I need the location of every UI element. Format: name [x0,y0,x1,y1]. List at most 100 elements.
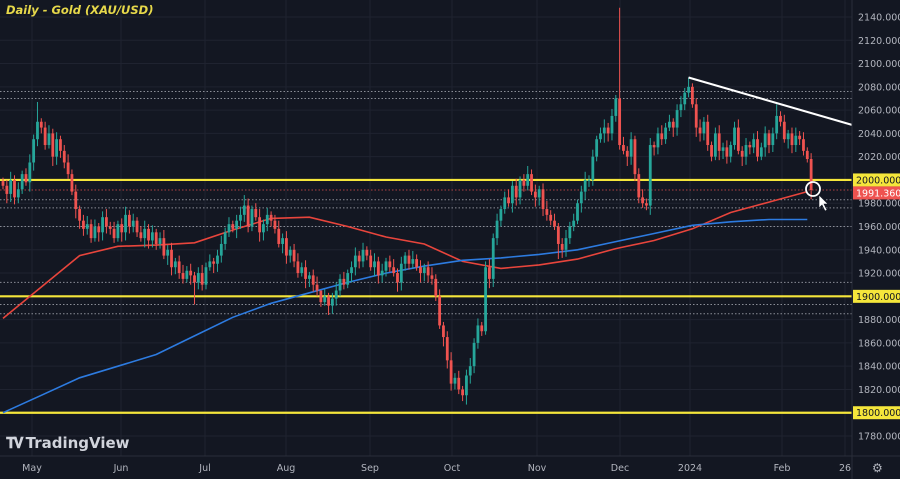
candle-body [522,179,526,186]
price-tick-label: 1880.000 [858,315,900,326]
candle-body [694,104,698,128]
candle-body [285,238,288,256]
candle-body [572,220,576,227]
candle-body [36,121,39,140]
candle [583,171,587,200]
price-tick-label: 2080.000 [858,82,900,93]
candle [242,195,246,222]
time-tick-label: 26 [839,463,851,474]
candle [518,176,522,205]
candle-body [396,273,399,283]
candle [786,129,790,149]
candle [235,214,239,239]
candle-body [759,147,763,157]
candle-body [373,261,376,268]
candle-body [262,224,265,233]
candle [744,138,748,165]
candle [648,138,652,215]
candle-body [330,298,334,306]
candle-body [805,150,809,159]
candle-body [242,205,246,215]
candle [606,122,610,142]
candle [265,207,269,232]
candle [250,205,254,232]
candle-body [591,156,595,180]
candle-body [216,255,219,264]
candle-body [200,273,204,285]
candle [78,205,81,229]
candle-body [775,115,779,134]
candle-body [181,273,185,279]
candle-body [698,127,702,134]
time-tick-label: Jun [113,463,129,474]
candle [491,233,495,288]
candle [537,185,541,206]
settings-gear-icon[interactable]: ⚙ [872,461,883,475]
candle-body [288,249,292,256]
candle-body [748,145,752,148]
candle-body [323,296,327,303]
highlight-circle [805,181,821,197]
candle [721,142,725,159]
candle-body [756,139,759,157]
candle-body [507,197,510,204]
candle-body [415,259,419,268]
candle-body [595,139,599,157]
tradingview-logo-icon: 𝐓𝐕 [6,434,24,452]
candle-body [767,133,771,146]
candle [369,249,373,271]
time-tick-label: Dec [611,463,629,474]
candle [545,200,549,221]
candle [82,214,85,236]
candle-body [461,389,464,396]
candle-body [488,267,491,279]
candle [308,271,311,288]
price-tick-label: 1920.000 [858,269,900,280]
candle-body [656,133,660,148]
candle [135,217,139,237]
candle [93,219,97,242]
candle-body [74,191,78,210]
candle [419,260,422,283]
candle-body [633,139,637,175]
candle-body [327,296,330,306]
price-tick-label: 2140.000 [858,13,900,24]
candle [231,220,235,233]
candle-body [733,127,736,146]
candle [698,119,702,142]
candle [679,96,683,118]
candle [549,210,553,226]
candle [330,292,334,314]
candle [338,274,342,297]
candle [281,233,284,254]
candle [430,267,434,285]
candle-body [82,220,85,229]
candle [514,178,518,206]
candle [116,220,120,242]
candle-body [629,139,633,157]
candle-body [127,214,131,227]
candle [258,209,262,242]
candle [36,101,39,147]
time-tick-label: 2024 [678,463,702,474]
candle [725,140,729,164]
candle-body [112,228,116,239]
candle-body [564,238,568,250]
candle [637,168,641,204]
candle [671,118,675,137]
candle [304,260,307,289]
candle-body [652,145,656,148]
candle-body [70,174,74,192]
candle [131,213,135,233]
candle-body [729,145,733,157]
price-tick-label: 2100.000 [858,59,900,70]
candle-body [32,139,36,163]
candle-body [105,217,108,227]
price-label: 2000.000 [856,175,900,186]
candle [790,127,794,154]
candle [560,238,564,258]
candle [568,221,572,244]
candle [530,169,533,196]
